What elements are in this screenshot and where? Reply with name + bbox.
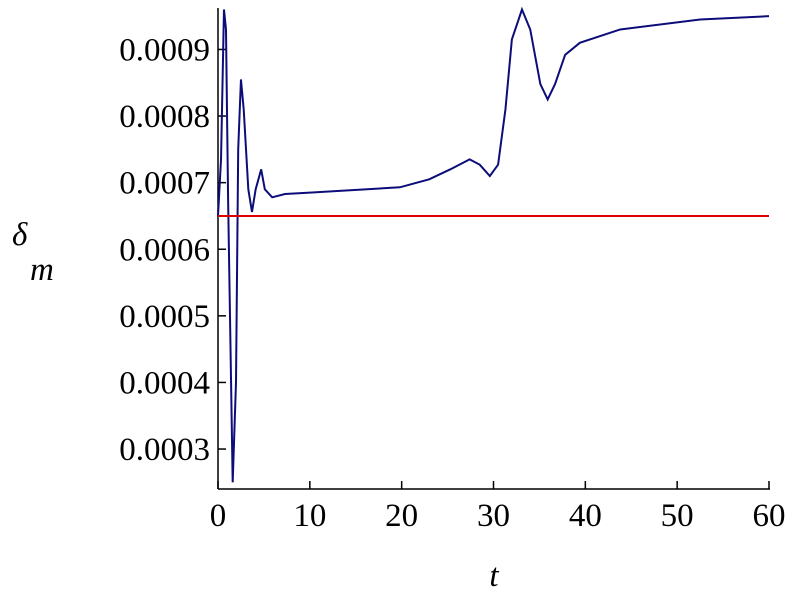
y-tick-label: 0.0003: [119, 432, 210, 468]
y-tick-label: 0.0007: [119, 166, 210, 202]
x-tick-label: 40: [569, 498, 602, 534]
x-tick-label: 0: [210, 498, 227, 534]
x-tick-label: 60: [753, 498, 786, 534]
y-tick-label: 0.0008: [119, 99, 210, 135]
x-tick-label: 20: [385, 498, 418, 534]
y-tick-label: 0.0005: [119, 299, 210, 335]
series-line: [217, 6, 770, 483]
x-tick-label: 10: [293, 498, 326, 534]
x-tick-label: 50: [661, 498, 694, 534]
y-tick-label: 0.0006: [119, 232, 210, 268]
x-axis-label: t: [489, 558, 499, 594]
x-tick-label: 30: [477, 498, 510, 534]
y-axis-label: δ: [12, 217, 28, 253]
y-tick-label: 0.0009: [119, 32, 210, 68]
y-axis-label-subscript: m: [30, 252, 54, 288]
y-tick-label: 0.0004: [119, 365, 210, 401]
